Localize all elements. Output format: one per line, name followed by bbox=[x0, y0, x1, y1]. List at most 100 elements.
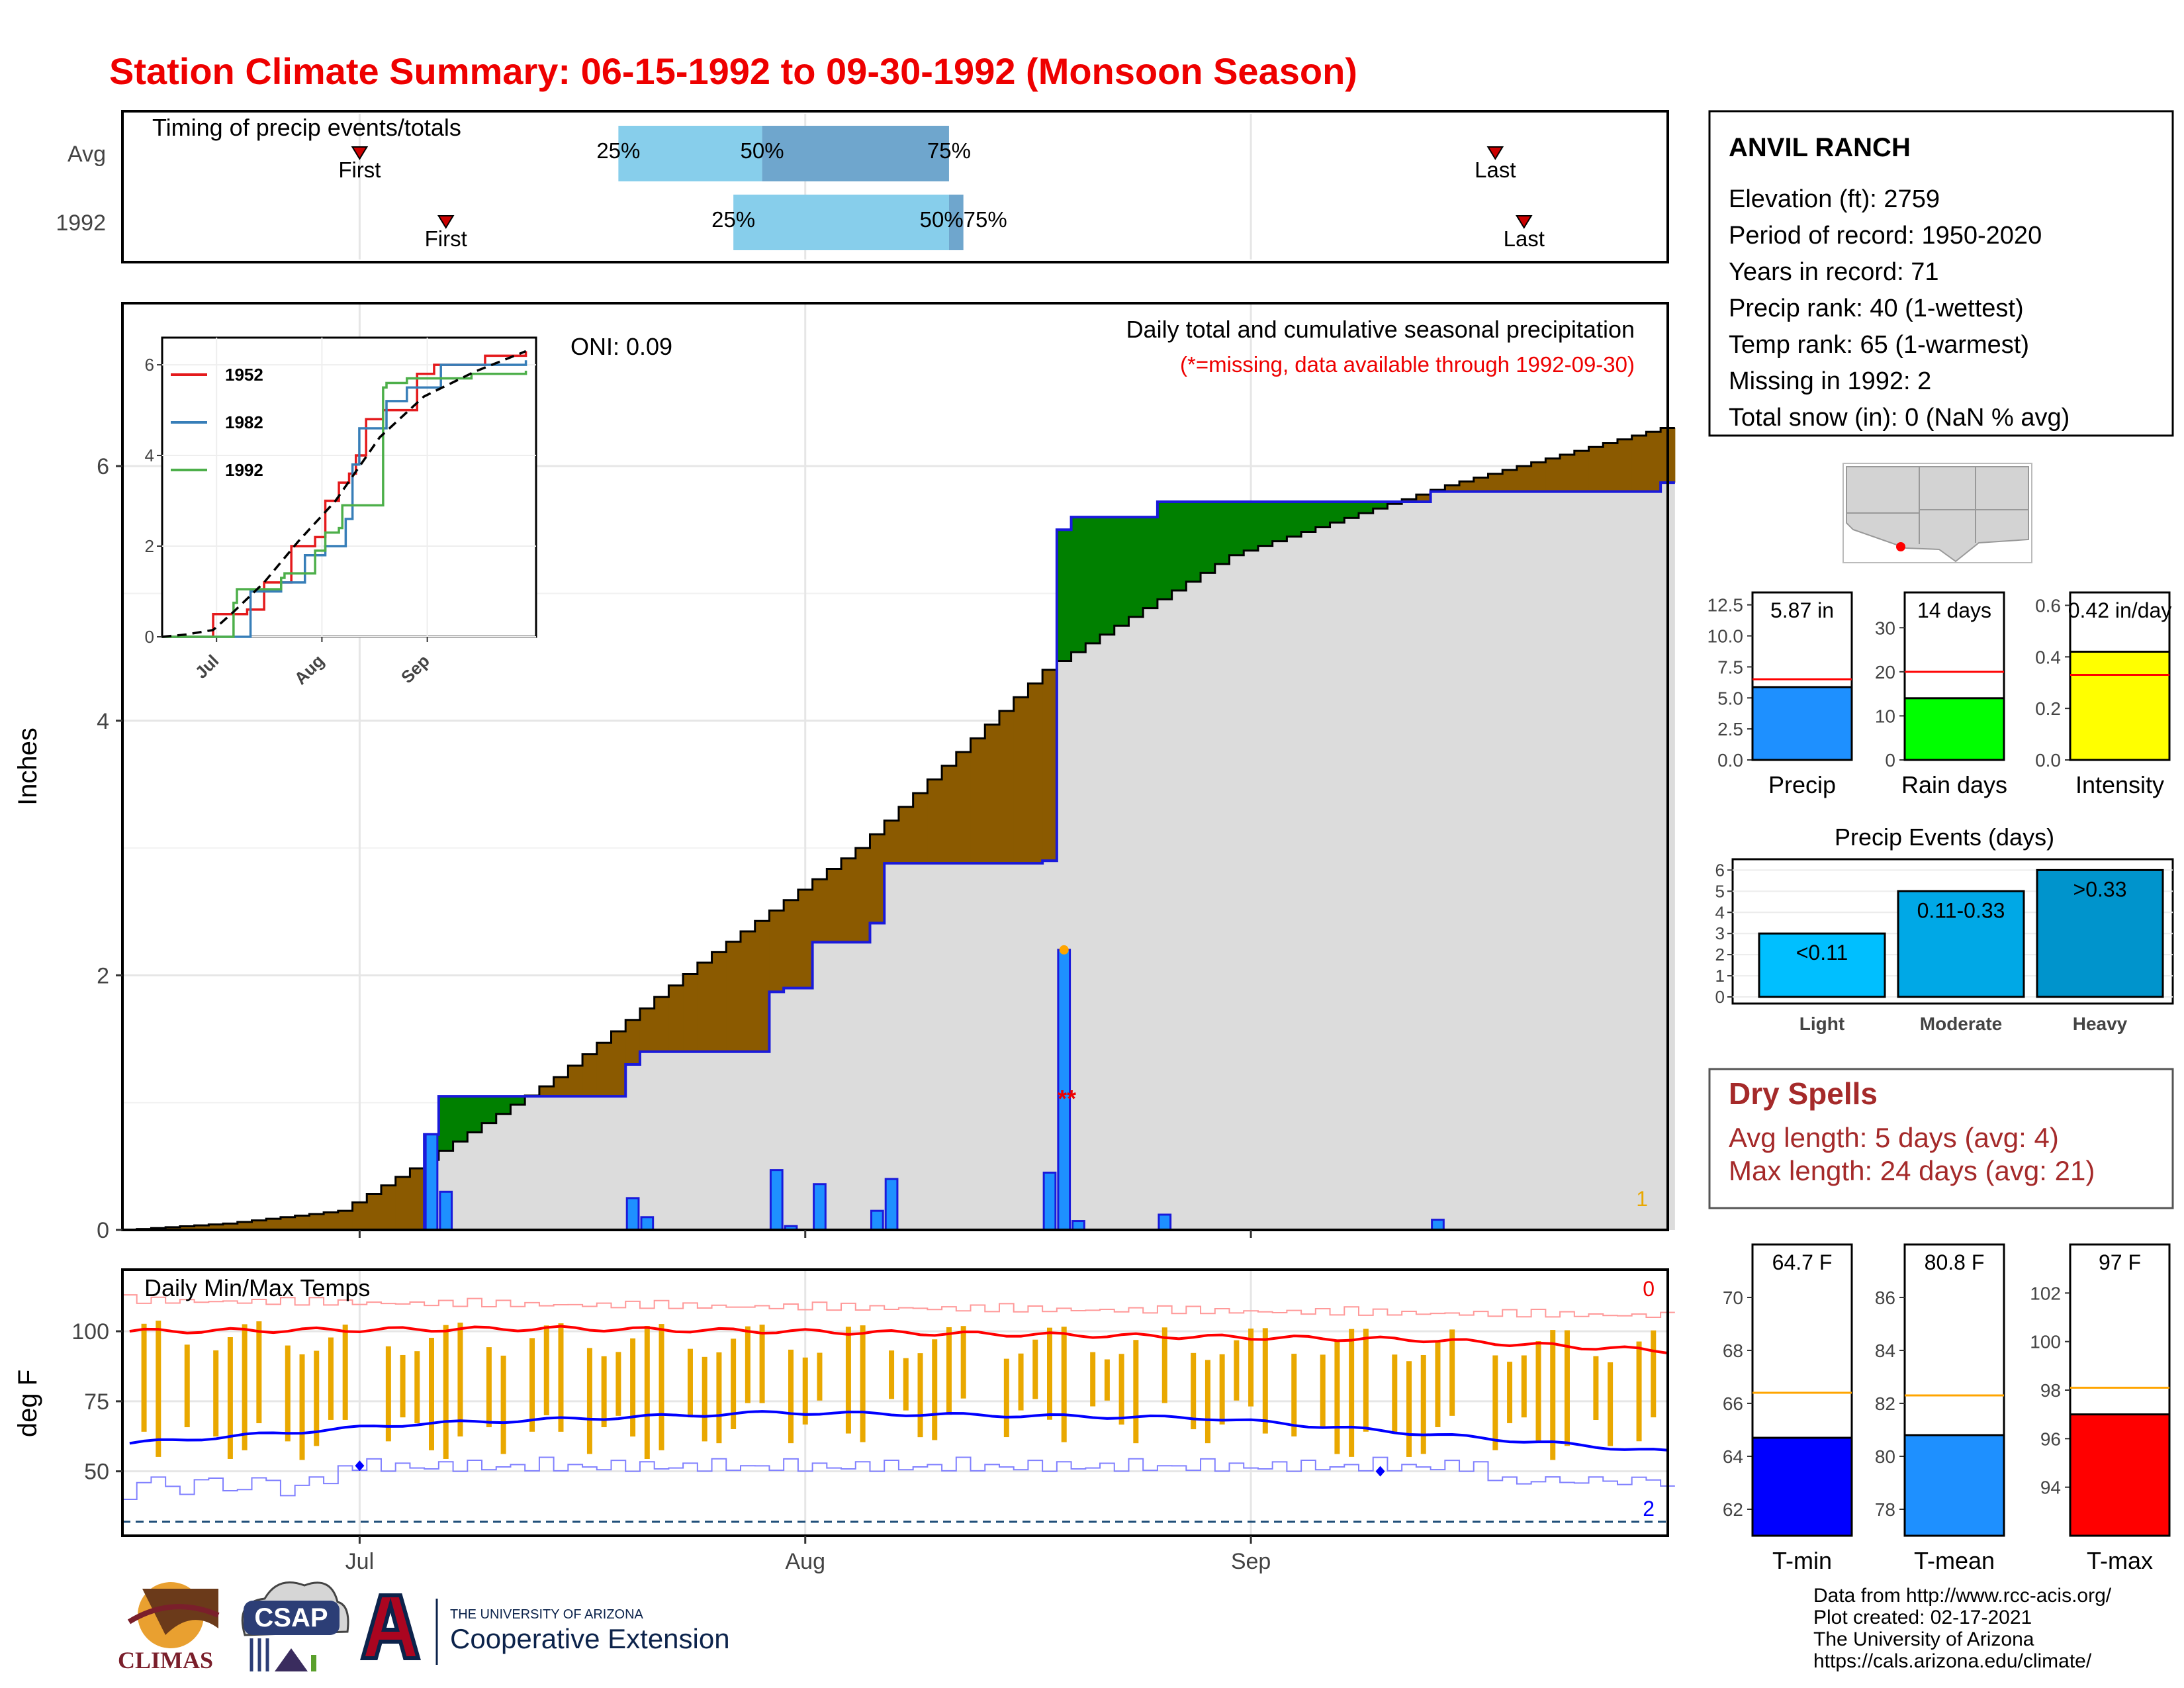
mini-value-text: 97 F bbox=[2099, 1250, 2141, 1274]
events-ytick-label: 3 bbox=[1715, 923, 1725, 943]
station-info-box: ANVIL RANCH Elevation (ft): 2759 Period o… bbox=[1708, 110, 2174, 437]
below-average-fill bbox=[194, 1225, 209, 1230]
missing-marker: ** bbox=[1058, 1085, 1076, 1112]
below-average-fill bbox=[553, 1077, 569, 1097]
avg-tmax-line bbox=[129, 1325, 1668, 1355]
p50-p75-label: 50%75% bbox=[920, 207, 1007, 232]
timing-row-avg-label: Avg bbox=[68, 142, 106, 167]
above-average-fill bbox=[482, 1096, 497, 1123]
timing-bar-50-75 bbox=[762, 126, 949, 181]
below-average-fill bbox=[927, 779, 942, 864]
temps-panel: Daily Min/Max Temps 0 2 deg F 50 75 100 Jul… bbox=[13, 1268, 1675, 1574]
above-average-fill bbox=[467, 1096, 482, 1133]
above-average-fill bbox=[1128, 517, 1144, 617]
daily-temp-range-bar bbox=[860, 1325, 866, 1442]
mini-ytick-label: 70 bbox=[1723, 1288, 1743, 1308]
inset-legend-label: 1952 bbox=[225, 365, 263, 385]
inset-legend-label: 1992 bbox=[225, 460, 263, 480]
daily-temp-range-bar bbox=[1550, 1330, 1556, 1460]
daily-temp-range-bar bbox=[1593, 1356, 1599, 1421]
mini-bar-t-min bbox=[1751, 1436, 1853, 1537]
mini-ytick-label: 102 bbox=[2030, 1283, 2061, 1303]
above-average-fill bbox=[1085, 517, 1101, 643]
below-average-fill bbox=[913, 793, 928, 864]
below-average-fill bbox=[942, 765, 957, 864]
below-average-fill bbox=[1631, 436, 1647, 492]
below-average-fill bbox=[410, 1168, 425, 1230]
below-average-fill bbox=[208, 1224, 224, 1230]
daily-temp-range-bar bbox=[400, 1354, 406, 1418]
below-average-fill bbox=[295, 1215, 310, 1230]
daily-temp-range-bar bbox=[385, 1346, 391, 1442]
above-average-fill bbox=[1056, 530, 1072, 661]
below-average-fill bbox=[611, 1031, 626, 1097]
precip-chart-subtitle: (*=missing, data available through 1992-… bbox=[1180, 352, 1635, 377]
first-label: First bbox=[338, 158, 381, 182]
daily-temp-range-bar bbox=[1651, 1330, 1657, 1418]
below-average-fill bbox=[596, 1043, 612, 1097]
inset-ytick-label: 4 bbox=[145, 445, 154, 465]
mini-ytick-label: 100 bbox=[2030, 1332, 2061, 1352]
daily-temp-range-bar bbox=[1234, 1340, 1240, 1401]
below-average-fill bbox=[1574, 451, 1590, 492]
events-category-label: Moderate bbox=[1920, 1013, 2002, 1034]
last-event-marker bbox=[1516, 215, 1533, 229]
daily-temp-range-bar bbox=[314, 1350, 320, 1446]
below-average-fill bbox=[1488, 473, 1503, 492]
above-average-fill bbox=[1257, 502, 1273, 546]
below-average-fill bbox=[870, 834, 885, 923]
daily-temp-range-bar bbox=[1363, 1329, 1369, 1432]
timing-panel: Timing of precip events/totals Avg 1992 … bbox=[56, 110, 1669, 263]
inset-series-avg bbox=[161, 350, 527, 638]
below-average-fill bbox=[1445, 485, 1460, 492]
footer-line: Plot created: 02-17-2021 bbox=[1813, 1607, 2032, 1628]
dry-spells-box: Dry Spells Avg length: 5 days (avg: 4) M… bbox=[1708, 1068, 2174, 1209]
above-average-fill bbox=[1373, 502, 1388, 509]
below-average-fill bbox=[1646, 432, 1661, 492]
daily-temp-range-bar bbox=[242, 1324, 248, 1450]
below-average-fill bbox=[179, 1226, 195, 1230]
precip-ytick-label: 6 bbox=[97, 454, 109, 479]
daily-precip-bar bbox=[769, 1169, 784, 1231]
below-average-fill bbox=[668, 985, 684, 1052]
daily-temp-range-bar bbox=[1564, 1330, 1570, 1446]
events-category-label: Light bbox=[1799, 1013, 1844, 1034]
station-info-line: Total snow (in): 0 (NaN % avg) bbox=[1729, 404, 2070, 432]
footer-credits: Data from http://www.rcc-acis.org/Plot c… bbox=[1813, 1585, 2112, 1672]
daily-temp-range-bar bbox=[1349, 1329, 1355, 1457]
mini-ytick-label: 66 bbox=[1723, 1393, 1743, 1414]
climas-logo-text: CLIMAS bbox=[118, 1647, 213, 1673]
daily-temp-range-bar bbox=[414, 1351, 420, 1423]
first-event-marker bbox=[437, 215, 455, 229]
daily-precip-bar bbox=[640, 1216, 655, 1231]
below-average-fill bbox=[999, 710, 1015, 864]
mini-bar-precip bbox=[1751, 686, 1853, 761]
dry-spells-max: Max length: 24 days (avg: 21) bbox=[1729, 1155, 2095, 1186]
below-average-fill bbox=[985, 724, 1000, 864]
daily-temp-range-bar bbox=[1161, 1327, 1167, 1403]
daily-temp-range-bar bbox=[429, 1337, 434, 1450]
below-average-fill bbox=[726, 941, 741, 1052]
below-average-fill bbox=[309, 1213, 324, 1230]
mini-bar-rain-days bbox=[1903, 697, 2005, 761]
mini-ytick-label: 2.5 bbox=[1717, 719, 1743, 739]
inset-series-1982 bbox=[162, 360, 527, 638]
footer-line: Data from http://www.rcc-acis.org/ bbox=[1813, 1585, 2112, 1607]
daily-temp-range-bar bbox=[845, 1327, 851, 1434]
timing-bar-25-50 bbox=[733, 195, 949, 250]
below-average-fill bbox=[1531, 462, 1546, 492]
daily-temp-range-bar bbox=[601, 1356, 607, 1428]
station-info-line: Elevation (ft): 2759 bbox=[1729, 185, 1940, 213]
daily-temp-range-bar bbox=[788, 1349, 794, 1444]
avg-tmin-line bbox=[129, 1410, 1668, 1452]
above-average-fill bbox=[1359, 502, 1374, 514]
last-event-marker bbox=[1486, 146, 1504, 160]
ua-logo-bottom: Cooperative Extension bbox=[450, 1623, 730, 1654]
daily-temp-range-bar bbox=[486, 1347, 492, 1428]
above-average-fill bbox=[1330, 502, 1345, 523]
daily-temp-range-bar bbox=[1334, 1340, 1340, 1454]
below-average-fill bbox=[855, 848, 870, 943]
below-average-fill bbox=[223, 1223, 238, 1230]
below-average-fill bbox=[381, 1185, 396, 1230]
below-average-fill bbox=[1502, 469, 1518, 492]
